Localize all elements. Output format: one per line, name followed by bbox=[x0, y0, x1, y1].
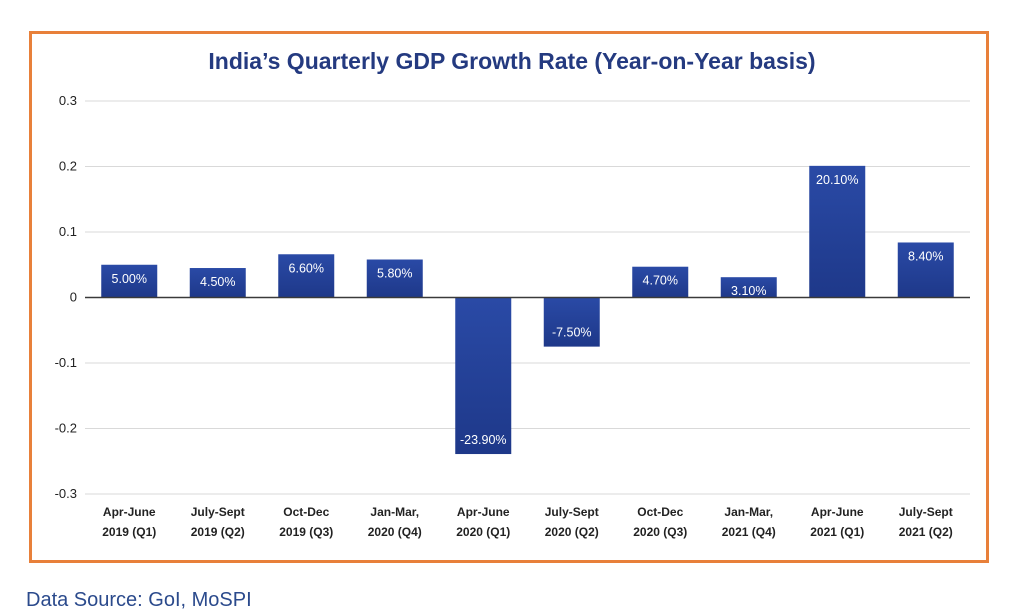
x-tick-label: 2020 (Q3) bbox=[633, 525, 687, 539]
x-tick-label: 2020 (Q4) bbox=[368, 525, 422, 539]
data-label: -23.90% bbox=[460, 433, 507, 447]
y-tick-label: 0.2 bbox=[59, 159, 77, 174]
x-tick-label: Apr-June bbox=[103, 505, 156, 519]
data-label: 6.60% bbox=[289, 261, 324, 275]
x-tick-label: Jan-Mar, bbox=[724, 505, 773, 519]
data-label: 5.00% bbox=[112, 272, 147, 286]
data-label: 8.40% bbox=[908, 249, 943, 263]
data-label: 3.10% bbox=[731, 284, 766, 298]
x-tick-label: 2019 (Q3) bbox=[279, 525, 333, 539]
data-label: 20.10% bbox=[816, 173, 858, 187]
y-axis: 0.3 0.2 0.1 0 -0.1 -0.2 -0.3 bbox=[55, 93, 77, 501]
data-labels: 5.00% 4.50% 6.60% 5.80% -23.90% -7.50% 4.70% 3.… bbox=[112, 173, 944, 447]
source-note: Data Source: GoI, MoSPI bbox=[26, 589, 252, 611]
y-tick-label: -0.3 bbox=[55, 486, 77, 501]
bar bbox=[189, 268, 246, 298]
data-label: 5.80% bbox=[377, 267, 412, 281]
x-tick-label: 2020 (Q2) bbox=[545, 525, 599, 539]
bar bbox=[366, 259, 423, 298]
y-tick-label: 0.3 bbox=[59, 93, 77, 108]
data-label: 4.50% bbox=[200, 275, 235, 289]
y-tick-label: 0.1 bbox=[59, 224, 77, 239]
chart-title: India’s Quarterly GDP Growth Rate (Year-… bbox=[208, 48, 816, 74]
y-tick-label: -0.1 bbox=[55, 355, 77, 370]
x-tick-label: 2021 (Q4) bbox=[722, 525, 776, 539]
bar bbox=[897, 242, 954, 298]
x-tick-label: Oct-Dec bbox=[637, 505, 683, 519]
bar bbox=[455, 297, 512, 455]
x-tick-label: Oct-Dec bbox=[283, 505, 329, 519]
x-tick-label: 2021 (Q2) bbox=[899, 525, 953, 539]
data-label: 4.70% bbox=[643, 274, 678, 288]
bar bbox=[101, 264, 158, 298]
x-tick-label: 2019 (Q2) bbox=[191, 525, 245, 539]
y-tick-label: 0 bbox=[70, 290, 77, 305]
y-tick-label: -0.2 bbox=[55, 421, 77, 436]
x-tick-label: Jan-Mar, bbox=[370, 505, 419, 519]
bar bbox=[720, 277, 777, 298]
x-tick-label: 2019 (Q1) bbox=[102, 525, 156, 539]
x-tick-label: 2021 (Q1) bbox=[810, 525, 864, 539]
x-tick-label: July-Sept bbox=[545, 505, 599, 519]
data-label: -7.50% bbox=[552, 326, 592, 340]
bar bbox=[809, 165, 866, 298]
bar bbox=[278, 254, 335, 298]
x-axis: Apr-June 2019 (Q1) July-Sept 2019 (Q2) Oct-D… bbox=[102, 505, 953, 539]
x-tick-label: July-Sept bbox=[899, 505, 953, 519]
bar bbox=[632, 266, 689, 298]
bar bbox=[543, 297, 600, 347]
x-tick-label: 2020 (Q1) bbox=[456, 525, 510, 539]
x-tick-label: Apr-June bbox=[457, 505, 510, 519]
x-tick-label: Apr-June bbox=[811, 505, 864, 519]
x-tick-label: July-Sept bbox=[191, 505, 245, 519]
bars bbox=[101, 165, 954, 455]
